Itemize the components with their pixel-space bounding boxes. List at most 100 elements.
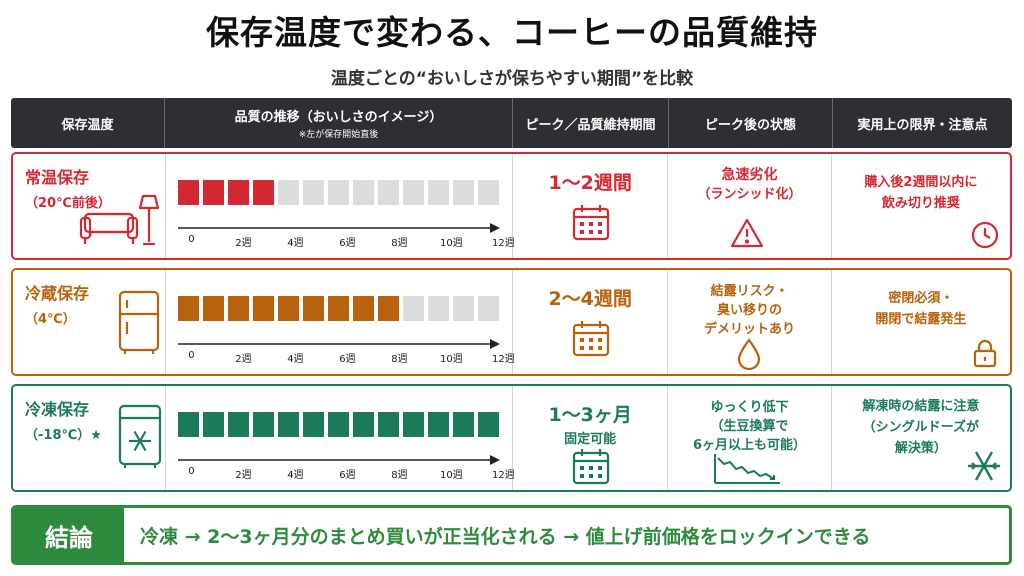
timeline-tick: 8週 [391, 354, 408, 365]
timeline-tick: 2週 [235, 470, 252, 481]
conclusion-label: 結論 [14, 508, 124, 562]
timeline-tick: 4週 [287, 470, 304, 481]
storage-temp: （-18℃）★ [25, 428, 102, 443]
post-peak-state: ゆっくり低下 （生豆換算で 6ヶ月以上も可能） [668, 398, 830, 455]
quality-bar [178, 180, 200, 205]
timeline-tick: 4週 [287, 238, 304, 249]
quality-bar [328, 412, 350, 437]
timeline-tick: 12週 [492, 354, 515, 365]
storage-temp: （20℃前後） [25, 196, 111, 211]
sofa-lamp-icon [79, 192, 160, 254]
limit-cell: 密閉必須・開閉で結露発生 [832, 270, 1010, 374]
timeline-tick: 12週 [492, 470, 515, 481]
limit-note: 購入後2週間以内に 飲み切り推奨 [832, 172, 1010, 214]
timeline-tick: 10週 [440, 354, 463, 365]
quality-bar [328, 296, 350, 321]
quality-trend-cell: 0 2週 4週 6週 8週 10週 12週 [166, 154, 515, 258]
quality-trend-cell: 0 2週 4週 6週 8週 10週 12週 [166, 386, 515, 490]
quality-bar [278, 180, 300, 205]
limit-cell: 購入後2週間以内に 飲み切り推奨 [832, 154, 1010, 258]
storage-label: 冷蔵保存 [25, 284, 90, 303]
quality-bar [303, 180, 325, 205]
header-peak-period: ピーク／品質維持期間 [513, 98, 669, 148]
header-limits-notes: 実用上の限界・注意点 [857, 117, 988, 133]
quality-bar [453, 180, 475, 205]
quality-bar [253, 412, 275, 437]
table-row-fridge: 冷蔵保存 （4℃） 0 2週 4週 6週 8週 10週 12週 2～4週間 結露リスク・ 臭い移り… [11, 268, 1012, 376]
quality-bar [403, 412, 425, 437]
post-peak-cell: ゆっくり低下 （生豆換算で 6ヶ月以上も可能） [668, 386, 832, 490]
quality-bar [453, 412, 475, 437]
conclusion-box: 結論 冷凍 → 2～3ヶ月分のまとめ買いが正当化される → 値上げ前価格をロック… [11, 505, 1012, 565]
quality-bar [203, 412, 225, 437]
header-storage-temp: 保存温度 [11, 98, 165, 148]
storage-cell: 冷凍保存 （-18℃）★ [13, 386, 167, 490]
page-title: 保存温度で変わる、コーヒーの品質維持 [206, 13, 818, 52]
quality-bar [478, 412, 500, 437]
clock-icon [970, 220, 1000, 254]
quality-bars [178, 412, 503, 437]
quality-bar [403, 296, 425, 321]
peak-period: 2～4週間 [548, 288, 632, 310]
limit-line: 飲み切り推奨 [881, 196, 960, 211]
post-peak-line: 6ヶ月以上も可能） [693, 438, 807, 453]
quality-bar [303, 296, 325, 321]
quality-bar [328, 180, 350, 205]
timeline-tick: 6週 [339, 238, 356, 249]
post-peak-cell: 急速劣化 （ランシッド化） [668, 154, 832, 258]
limit-line: 密閉必須・ [888, 291, 954, 306]
quality-bar [353, 412, 375, 437]
post-peak-line: 急速劣化 [721, 167, 778, 183]
snowflake-icon [964, 446, 1004, 490]
quality-bar [403, 180, 425, 205]
quality-bar [278, 412, 300, 437]
limit-line: 購入後2週間以内に [864, 175, 978, 190]
limit-note: 解凍時の結露に注意 （シングルドーズが 解決策） [832, 396, 1010, 459]
timeline-tick: 2週 [235, 238, 252, 249]
quality-bars [178, 296, 503, 321]
quality-bar [203, 180, 225, 205]
timeline-axis [178, 220, 501, 240]
timeline-tick: 0 [188, 466, 195, 477]
limit-line: 開閉で結露発生 [875, 312, 967, 327]
storage-cell: 冷蔵保存 （4℃） [13, 270, 167, 374]
quality-bar [178, 412, 200, 437]
quality-bar [178, 296, 200, 321]
table-header: 保存温度 品質の推移（おいしさのイメージ） ※左が保存開始直後 ピーク／品質維持… [11, 98, 1012, 148]
timeline-tick: 8週 [391, 470, 408, 481]
post-peak-line: 臭い移りの [717, 303, 783, 318]
post-peak-state: 急速劣化 （ランシッド化） [668, 166, 830, 204]
limit-line: 解凍時の結露に注意 [862, 399, 980, 414]
table-row-freezer: 冷凍保存 （-18℃）★ 0 2週 4週 6週 8週 10週 12週 1～3ヶ月 固定可能 ゆっく… [11, 384, 1012, 492]
quality-bar [478, 296, 500, 321]
quality-bar [253, 180, 275, 205]
post-peak-cell: 結露リスク・ 臭い移りの デメリットあり [668, 270, 832, 374]
quality-bar [378, 296, 400, 321]
page-subtitle: 温度ごとの“おいしさが保ちやすい期間”を比較 [330, 69, 694, 89]
quality-bar [453, 296, 475, 321]
quality-bar [278, 296, 300, 321]
quality-bars [178, 180, 503, 205]
quality-bar [353, 296, 375, 321]
post-peak-line: （ランシッド化） [697, 187, 802, 202]
storage-label: 常温保存 [25, 168, 90, 187]
quality-bar [478, 180, 500, 205]
peak-period: 1～3ヶ月 [548, 404, 632, 426]
peak-cell: 1～2週間 [513, 154, 669, 258]
timeline-tick: 0 [188, 234, 195, 245]
quality-trend-cell: 0 2週 4週 6週 8週 10週 12週 [166, 270, 515, 374]
timeline-tick: 8週 [391, 238, 408, 249]
header-quality-trend-label: 品質の推移（おいしさのイメージ） [234, 110, 443, 125]
limit-line: 解決策） [894, 441, 947, 456]
storage-cell: 常温保存 （20℃前後） [13, 154, 167, 258]
lock-icon [972, 338, 998, 372]
post-peak-line: 結露リスク・ [710, 284, 789, 299]
timeline-tick: 6週 [339, 354, 356, 365]
quality-bar [428, 296, 450, 321]
post-peak-line: （生豆換算で [710, 419, 789, 434]
water-drop-icon [736, 338, 762, 374]
quality-bar [253, 296, 275, 321]
peak-period: 1～2週間 [548, 172, 632, 194]
storage-label: 冷凍保存 [25, 400, 90, 419]
quality-bar [428, 412, 450, 437]
